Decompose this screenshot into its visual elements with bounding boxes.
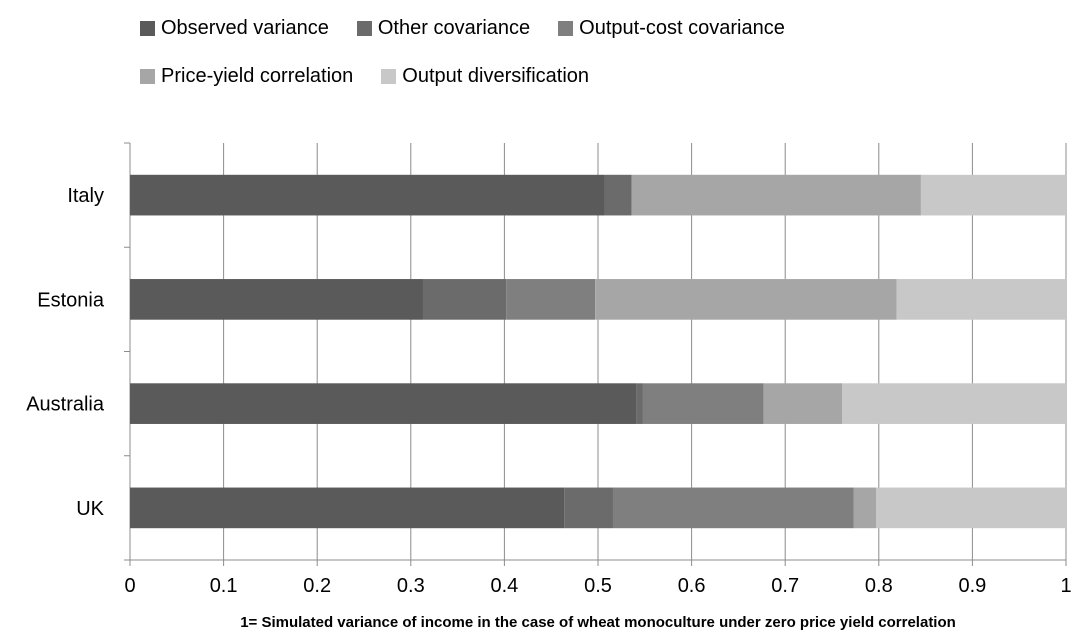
legend-label-price-yield-correlation: Price-yield correlation [161,64,354,87]
x-tick-label: 0.4 [490,575,518,597]
legend-swatch-output-cost-covariance [558,20,574,36]
x-tick-label: 0.3 [397,575,425,597]
x-tick-label: 0.1 [210,575,238,597]
bar-segment-observed-variance [130,174,605,216]
bar-segment-observed-variance [130,487,565,529]
legend-item-observed-variance: Observed variance [140,17,329,40]
category-label: Australia [26,394,105,416]
x-axis-label: 1= Simulated variance of income in the c… [240,614,956,631]
bar-segment-output-diversification [875,487,1066,529]
legend: Observed variance Other covariance Outpu… [140,14,1040,110]
x-tick-label: 0.7 [771,575,799,597]
legend-item-other-covariance: Other covariance [356,16,531,40]
bar-segment-other-covariance [636,383,643,424]
category-label: Italy [67,185,104,207]
x-tick-label: 1 [1060,575,1071,597]
bar-segment-output-diversification [842,383,1066,424]
bar-segment-output-cost-covariance [642,383,764,424]
legend-item-output-diversification: Output diversification [381,65,589,88]
bar-segment-output-diversification [920,174,1066,216]
bar-segment-other-covariance [604,174,632,216]
x-tick-label: 0.6 [678,575,706,597]
legend-label-output-cost-covariance: Output-cost covariance [579,16,785,39]
bar-segment-output-cost-covariance [612,487,854,529]
x-tick-label: 0.8 [865,575,893,597]
legend-label-observed-variance: Observed variance [161,16,329,39]
bar-segment-price-yield-correlation [595,279,897,320]
bar-segment-observed-variance [130,279,423,320]
legend-swatch-other-covariance [356,20,372,36]
legend-label-output-diversification: Output diversification [402,64,590,87]
legend-label-other-covariance: Other covariance [377,16,531,39]
category-label: UK [76,498,104,520]
bar-segment-output-diversification [896,279,1066,320]
legend-row-2: Price-yield correlation Output diversifi… [140,62,1040,90]
x-tick-label: 0 [124,575,135,597]
x-tick-label: 0.2 [303,575,331,597]
legend-swatch-observed-variance [140,20,155,36]
bar-segment-price-yield-correlation [631,174,921,216]
bar-segment-observed-variance [130,383,637,424]
bar-segment-other-covariance [564,487,613,529]
legend-row-1: Observed variance Other covariance Outpu… [140,14,1040,42]
legend-item-price-yield-correlation: Price-yield correlation [140,65,353,88]
category-label: Estonia [37,289,105,311]
x-tick-label: 0.5 [584,575,612,597]
bar-segment-price-yield-correlation [853,487,876,529]
bar-segment-price-yield-correlation [763,383,843,424]
bar-segment-other-covariance [422,279,507,320]
legend-swatch-price-yield-correlation [140,68,155,84]
legend-item-output-cost-covariance: Output-cost covariance [558,17,785,40]
legend-swatch-output-diversification [381,68,397,84]
bar-segment-output-cost-covariance [506,279,596,320]
x-tick-label: 0.9 [958,575,986,597]
